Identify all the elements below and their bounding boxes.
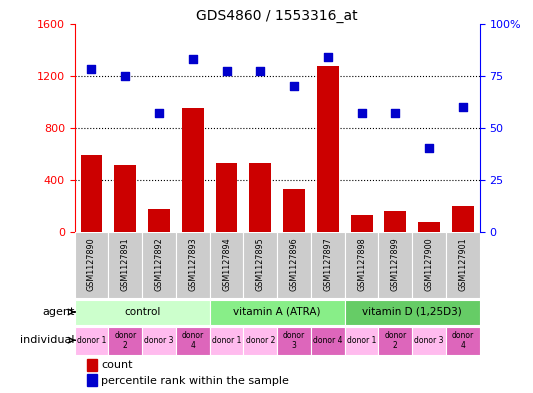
Text: donor
2: donor 2 [384, 331, 407, 350]
Text: GSM1127895: GSM1127895 [256, 237, 265, 291]
FancyBboxPatch shape [244, 327, 277, 355]
FancyBboxPatch shape [209, 327, 244, 355]
FancyBboxPatch shape [378, 327, 412, 355]
Text: vitamin A (ATRA): vitamin A (ATRA) [233, 307, 321, 317]
Text: control: control [124, 307, 160, 317]
FancyBboxPatch shape [244, 231, 277, 298]
Bar [249, 163, 271, 231]
Text: GSM1127894: GSM1127894 [222, 237, 231, 290]
FancyBboxPatch shape [345, 231, 378, 298]
Bar [277, 24, 311, 231]
Bar [108, 24, 142, 231]
Bar [345, 24, 378, 231]
Text: donor 1: donor 1 [212, 336, 241, 345]
FancyBboxPatch shape [446, 327, 480, 355]
Point [324, 54, 332, 60]
Bar [418, 222, 440, 231]
FancyBboxPatch shape [277, 327, 311, 355]
Bar [452, 206, 474, 231]
Bar [446, 24, 480, 231]
FancyBboxPatch shape [209, 300, 345, 325]
Text: GSM1127892: GSM1127892 [155, 237, 164, 291]
FancyBboxPatch shape [75, 327, 108, 355]
FancyBboxPatch shape [142, 327, 176, 355]
Point [458, 104, 467, 110]
Text: GSM1127897: GSM1127897 [324, 237, 332, 291]
Text: GSM1127893: GSM1127893 [188, 237, 197, 290]
FancyBboxPatch shape [209, 231, 244, 298]
Point [189, 56, 197, 62]
FancyBboxPatch shape [345, 327, 378, 355]
FancyBboxPatch shape [75, 300, 209, 325]
Point [222, 68, 231, 75]
Point [256, 68, 264, 75]
Text: donor 1: donor 1 [347, 336, 376, 345]
FancyBboxPatch shape [108, 231, 142, 298]
Bar [384, 211, 406, 231]
Text: individual: individual [20, 335, 75, 345]
FancyBboxPatch shape [311, 231, 345, 298]
FancyBboxPatch shape [446, 231, 480, 298]
FancyBboxPatch shape [176, 231, 209, 298]
FancyBboxPatch shape [345, 300, 480, 325]
Point [155, 110, 163, 116]
Bar [209, 24, 244, 231]
Text: GSM1127891: GSM1127891 [121, 237, 130, 290]
Text: donor
3: donor 3 [283, 331, 305, 350]
FancyBboxPatch shape [176, 327, 209, 355]
FancyBboxPatch shape [75, 231, 108, 298]
Text: GSM1127890: GSM1127890 [87, 237, 96, 290]
Bar [378, 24, 412, 231]
Text: GSM1127898: GSM1127898 [357, 237, 366, 290]
Text: donor
4: donor 4 [451, 331, 474, 350]
Text: donor
4: donor 4 [182, 331, 204, 350]
FancyBboxPatch shape [108, 327, 142, 355]
Bar [176, 24, 209, 231]
Bar [80, 155, 102, 231]
Text: donor
2: donor 2 [114, 331, 136, 350]
FancyBboxPatch shape [311, 327, 345, 355]
Text: donor 2: donor 2 [246, 336, 275, 345]
Bar [311, 24, 345, 231]
Bar [87, 375, 97, 386]
Text: donor 3: donor 3 [414, 336, 444, 345]
Text: donor 4: donor 4 [313, 336, 343, 345]
Bar [244, 24, 277, 231]
FancyBboxPatch shape [378, 231, 412, 298]
Text: GSM1127900: GSM1127900 [425, 237, 433, 290]
Point [87, 66, 96, 72]
Bar [148, 209, 170, 231]
Bar [182, 108, 204, 231]
Text: vitamin D (1,25D3): vitamin D (1,25D3) [362, 307, 462, 317]
FancyBboxPatch shape [277, 231, 311, 298]
Bar [114, 165, 136, 231]
Bar [351, 215, 373, 231]
Point [425, 145, 433, 152]
Bar [75, 24, 108, 231]
Bar [412, 24, 446, 231]
Text: GSM1127899: GSM1127899 [391, 237, 400, 291]
Bar [215, 163, 238, 231]
Bar [87, 359, 97, 371]
Point [357, 110, 366, 116]
Bar [317, 66, 339, 231]
Title: GDS4860 / 1553316_at: GDS4860 / 1553316_at [196, 9, 358, 22]
Point [290, 83, 298, 89]
Point [391, 110, 400, 116]
Point [121, 72, 130, 79]
Bar [142, 24, 176, 231]
Text: agent: agent [43, 307, 75, 317]
Text: donor 3: donor 3 [144, 336, 174, 345]
Bar [283, 189, 305, 231]
Text: donor 1: donor 1 [77, 336, 106, 345]
FancyBboxPatch shape [412, 231, 446, 298]
FancyBboxPatch shape [142, 231, 176, 298]
Text: GSM1127901: GSM1127901 [458, 237, 467, 290]
FancyBboxPatch shape [412, 327, 446, 355]
Text: percentile rank within the sample: percentile rank within the sample [101, 376, 289, 386]
Text: GSM1127896: GSM1127896 [289, 237, 298, 290]
Text: count: count [101, 360, 132, 370]
